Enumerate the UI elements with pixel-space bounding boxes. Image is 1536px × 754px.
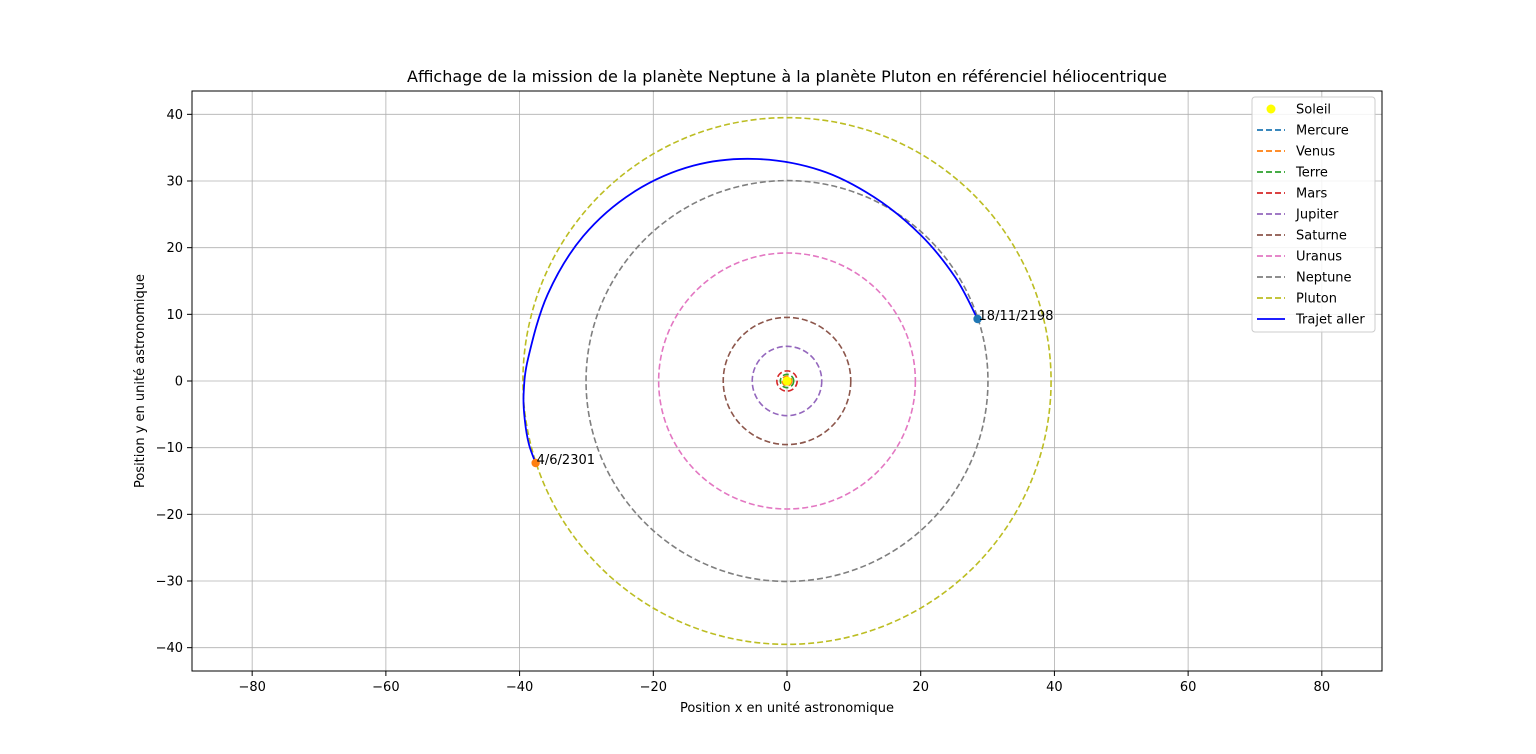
- legend-label: Mars: [1296, 187, 1328, 202]
- legend-swatch: [1266, 104, 1276, 114]
- legend-label: Soleil: [1296, 103, 1331, 118]
- orbit-jupiter: [751, 345, 823, 417]
- date-marker: [973, 314, 982, 324]
- y-tick-label: 0: [175, 375, 183, 390]
- trajectory-line: [522, 157, 979, 464]
- legend-label: Saturne: [1296, 229, 1347, 244]
- orbit-terre: [779, 373, 795, 389]
- y-tick-label: −20: [156, 508, 183, 523]
- orbit-pluton: [522, 116, 1052, 646]
- x-tick-label: 40: [1046, 680, 1063, 695]
- legend-label: Jupiter: [1295, 208, 1339, 223]
- axis-ticks: −80 −60 −40 −20 0 20 40 60 80 −40 −30 −20 −10 0 10 20 30…: [156, 108, 1331, 695]
- x-axis-label: Position x en unité astronomique: [680, 701, 894, 716]
- y-tick-label: −10: [156, 441, 183, 456]
- x-tick-label: 80: [1314, 680, 1331, 695]
- y-axis-label: Position y en unité astronomique: [133, 274, 148, 488]
- y-tick-label: 20: [166, 241, 183, 256]
- date-marker: [531, 458, 540, 468]
- legend: Soleil Mercure Venus Terre Mars Jupiter Saturn…: [1251, 96, 1376, 333]
- plot-area: 18/11/2198 4/6/2301: [522, 116, 1054, 646]
- sun-point: [782, 376, 792, 386]
- date-label: 4/6/2301: [537, 453, 595, 468]
- x-tick-label: 0: [783, 680, 791, 695]
- legend-label: Mercure: [1296, 124, 1349, 139]
- x-tick-label: −60: [372, 680, 399, 695]
- chart-title: Affichage de la mission de la planète Ne…: [407, 67, 1167, 86]
- orbit-uranus: [657, 252, 917, 510]
- date-label: 18/11/2198: [979, 309, 1054, 324]
- y-tick-label: −30: [156, 575, 183, 590]
- x-tick-label: −40: [506, 680, 533, 695]
- orbit-neptune: [585, 179, 989, 583]
- legend-box: [1251, 96, 1376, 333]
- legend-label: Uranus: [1296, 250, 1342, 265]
- y-tick-label: 40: [166, 108, 183, 123]
- legend-label: Neptune: [1296, 271, 1352, 286]
- legend-label: Trajet aller: [1295, 313, 1365, 328]
- y-tick-label: 10: [166, 308, 183, 323]
- x-tick-label: 60: [1180, 680, 1197, 695]
- legend-label: Terre: [1295, 166, 1328, 181]
- legend-label: Pluton: [1296, 292, 1337, 307]
- y-tick-label: −40: [156, 641, 183, 656]
- orbit-venus: [781, 375, 793, 387]
- orbit-saturne: [722, 316, 852, 446]
- legend-label: Venus: [1296, 145, 1335, 160]
- y-tick-label: 30: [166, 175, 183, 190]
- x-tick-label: −80: [238, 680, 265, 695]
- orbit-mars: [776, 370, 798, 392]
- x-tick-label: 20: [912, 680, 929, 695]
- x-tick-label: −20: [640, 680, 667, 695]
